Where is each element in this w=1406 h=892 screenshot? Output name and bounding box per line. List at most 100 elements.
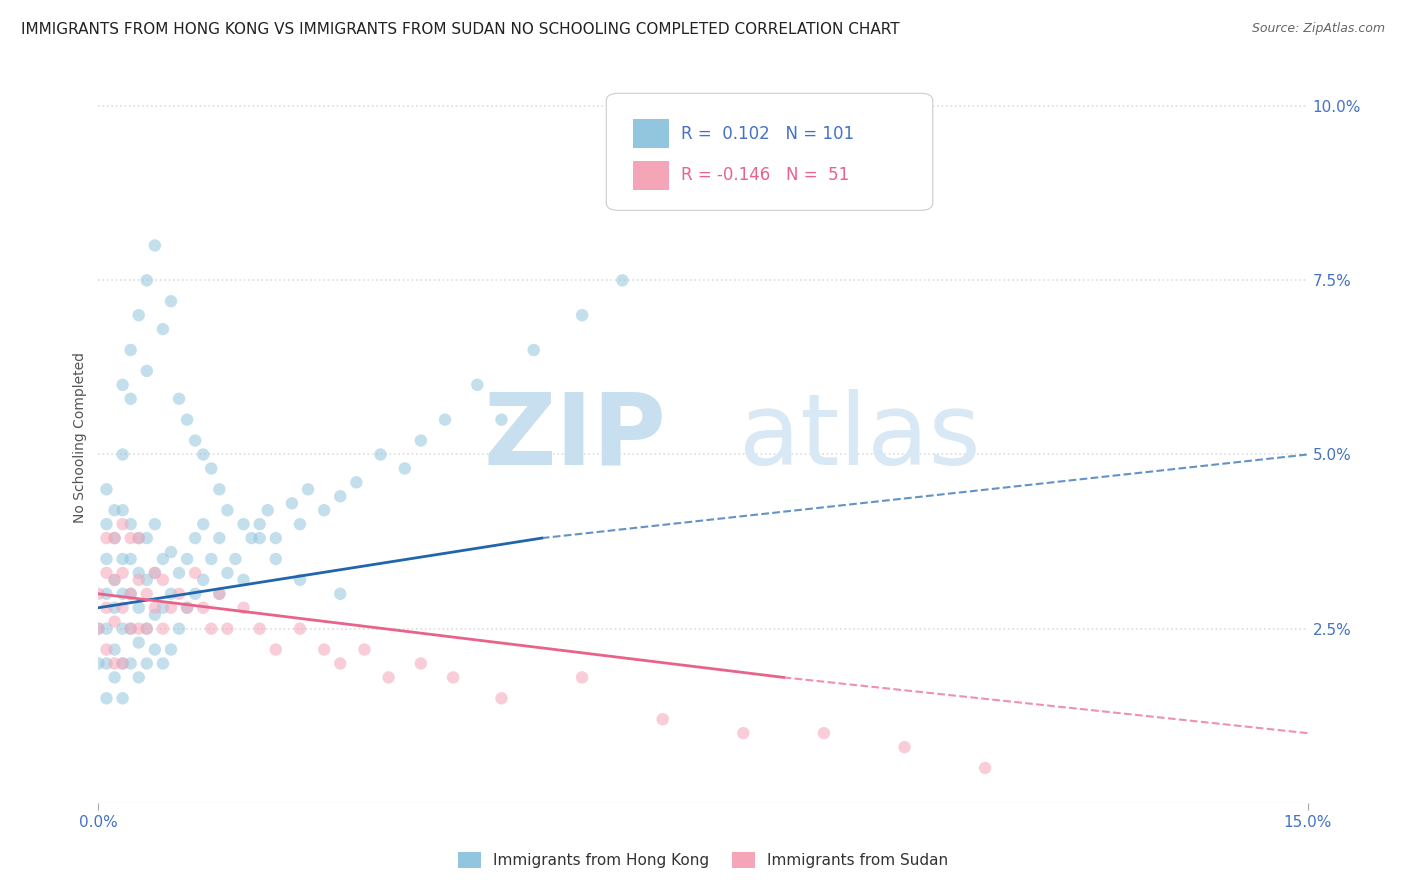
Point <box>135 273 157 287</box>
Point <box>733 726 755 740</box>
Point <box>465 377 488 392</box>
Point <box>135 531 157 545</box>
Point <box>208 531 231 545</box>
Point <box>111 566 134 580</box>
Point <box>135 573 157 587</box>
Point <box>176 600 198 615</box>
Point <box>160 642 183 657</box>
Point <box>135 364 157 378</box>
Point <box>120 657 142 671</box>
Point <box>167 622 190 636</box>
Point <box>96 566 118 580</box>
Point <box>103 531 125 545</box>
Point <box>128 622 150 636</box>
Point <box>120 517 142 532</box>
Legend: Immigrants from Hong Kong, Immigrants from Sudan: Immigrants from Hong Kong, Immigrants fr… <box>458 853 948 868</box>
Point <box>314 503 336 517</box>
Point <box>103 503 125 517</box>
Point <box>208 587 231 601</box>
Point <box>111 503 134 517</box>
Point <box>434 412 457 426</box>
Text: ZIP: ZIP <box>484 389 666 485</box>
Point <box>96 587 118 601</box>
Point <box>523 343 546 357</box>
Point <box>344 475 367 490</box>
Point <box>571 308 593 322</box>
Point <box>893 740 915 755</box>
Point <box>200 552 222 566</box>
Point <box>297 483 319 497</box>
Point <box>217 503 239 517</box>
Point <box>143 238 166 252</box>
Point <box>111 657 134 671</box>
Point <box>232 573 254 587</box>
Point <box>111 587 134 601</box>
Point <box>184 566 207 580</box>
Point <box>152 552 174 566</box>
Point <box>974 761 997 775</box>
Point <box>249 517 271 532</box>
Point <box>103 642 125 657</box>
Point <box>224 552 246 566</box>
Point <box>128 531 150 545</box>
Point <box>96 691 118 706</box>
Point <box>370 448 392 462</box>
Point <box>208 587 231 601</box>
Bar <box>633 119 669 148</box>
Bar <box>633 161 669 190</box>
Point <box>120 531 142 545</box>
Point <box>167 392 190 406</box>
Point <box>193 517 215 532</box>
Point <box>96 552 118 566</box>
Point <box>87 622 110 636</box>
Point <box>160 545 183 559</box>
Point <box>208 483 231 497</box>
Point <box>249 622 271 636</box>
Point <box>96 531 118 545</box>
Point <box>143 566 166 580</box>
Point <box>176 600 198 615</box>
Point <box>143 517 166 532</box>
Point <box>135 657 157 671</box>
Point <box>103 670 125 684</box>
Point <box>441 670 464 684</box>
Point <box>152 322 174 336</box>
Point <box>409 434 432 448</box>
Point <box>217 622 239 636</box>
Y-axis label: No Schooling Completed: No Schooling Completed <box>73 351 87 523</box>
Point <box>232 517 254 532</box>
Point <box>651 169 673 183</box>
Point <box>87 622 110 636</box>
Point <box>111 622 134 636</box>
Point <box>128 566 150 580</box>
Point <box>184 587 207 601</box>
Point <box>200 622 222 636</box>
Point <box>152 657 174 671</box>
Point <box>193 600 215 615</box>
Text: atlas: atlas <box>740 389 981 485</box>
Point <box>491 691 513 706</box>
Point <box>813 726 835 740</box>
Point <box>394 461 416 475</box>
Point <box>111 657 134 671</box>
Point <box>120 587 142 601</box>
Point <box>111 691 134 706</box>
Point <box>288 517 311 532</box>
Point <box>128 308 150 322</box>
Point <box>103 615 125 629</box>
FancyBboxPatch shape <box>606 94 932 211</box>
Point <box>288 622 311 636</box>
Point <box>128 531 150 545</box>
Point <box>103 573 125 587</box>
Point <box>329 587 352 601</box>
Point <box>160 600 183 615</box>
Point <box>329 657 352 671</box>
Text: R = -0.146   N =  51: R = -0.146 N = 51 <box>682 166 849 185</box>
Point <box>167 566 190 580</box>
Point <box>120 552 142 566</box>
Point <box>152 622 174 636</box>
Point <box>160 587 183 601</box>
Point <box>176 412 198 426</box>
Point <box>135 622 157 636</box>
Point <box>176 552 198 566</box>
